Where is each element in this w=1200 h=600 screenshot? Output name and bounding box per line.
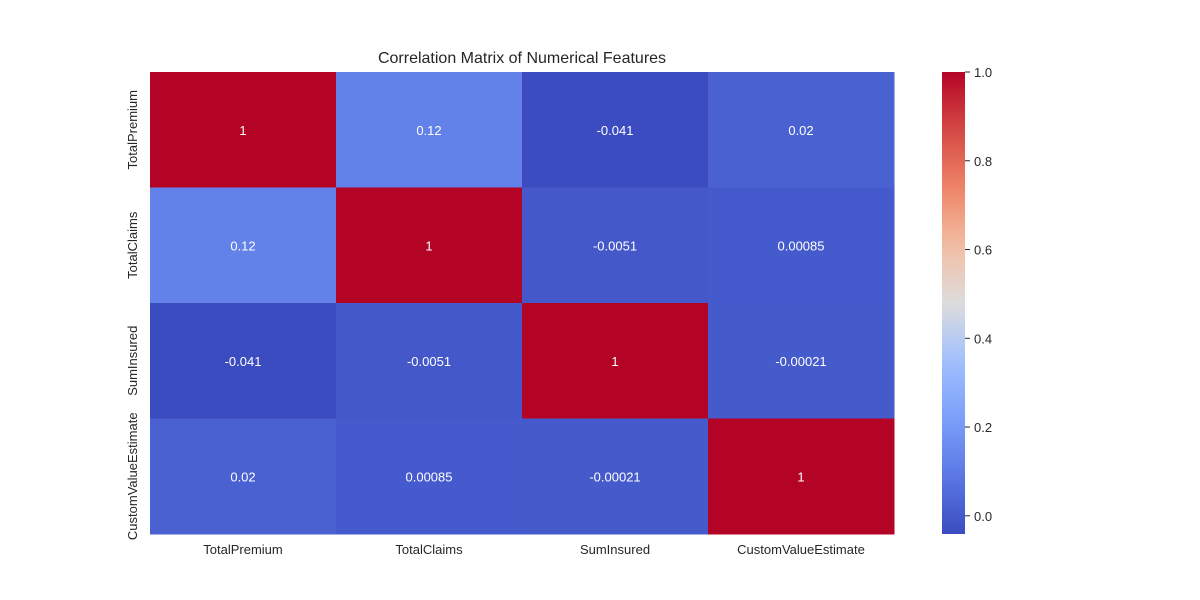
cell-annotation-0-3: 0.02 [788,123,813,138]
heatmap-cell-0-2 [522,72,709,188]
colorbar-tick-label-4: 0.8 [974,154,992,169]
cell-annotation-1-3: 0.00085 [778,238,825,253]
chart-title: Correlation Matrix of Numerical Features [378,50,666,67]
cell-annotation-1-1: 1 [425,238,432,253]
heatmap-cell-3-1 [336,418,523,535]
cell-annotation-3-0: 0.02 [230,469,255,484]
cell-annotation-3-3: 1 [797,469,804,484]
x-tick-label-1: TotalClaims [395,542,463,557]
heatmap-cell-1-2 [522,187,709,304]
cell-annotation-0-2: -0.041 [597,123,634,138]
heatmap-cell-1-3 [708,187,895,304]
heatmap-cell-2-3 [708,303,895,419]
cell-annotation-2-3: -0.00021 [775,354,826,369]
cell-annotation-0-0: 1 [239,123,246,138]
colorbar-tick-label-5: 1.0 [974,65,992,80]
cell-annotation-1-0: 0.12 [230,238,255,253]
cell-annotation-0-1: 0.12 [416,123,441,138]
heatmap-cell-2-1 [336,303,523,419]
cell-annotation-3-1: 0.00085 [406,469,453,484]
colorbar-tick-label-3: 0.6 [974,243,992,258]
cell-annotation-2-1: -0.0051 [407,354,451,369]
y-tick-label-0: TotalPremium [125,90,140,169]
heatmap-cells: 1 0.12 -0.041 0.02 0.12 1 -0.0051 0.00085 -0.041… [150,72,895,535]
heatmap-cell-0-0 [150,72,337,188]
y-tick-label-1: TotalClaims [125,211,140,279]
y-axis-ticks: TotalPremium TotalClaims SumInsured CustomV… [125,90,140,540]
heatmap-cell-3-2 [522,418,709,535]
heatmap-cell-0-1 [336,72,523,188]
heatmap-cell-2-2 [522,303,709,419]
colorbar: 0.0 0.2 0.4 0.6 0.8 1.0 [942,65,992,534]
heatmap-cell-2-0 [150,303,337,419]
cell-annotation-2-0: -0.041 [225,354,262,369]
cell-annotation-3-2: -0.00021 [589,469,640,484]
y-tick-label-2: SumInsured [125,326,140,396]
colorbar-tick-label-0: 0.0 [974,509,992,524]
y-tick-label-3: CustomValueEstimate [125,412,140,540]
x-tick-label-3: CustomValueEstimate [737,542,865,557]
heatmap-cell-3-3 [708,418,895,535]
colorbar-tick-label-2: 0.4 [974,331,992,346]
x-tick-label-2: SumInsured [580,542,650,557]
cell-annotation-2-2: 1 [611,354,618,369]
x-tick-label-0: TotalPremium [203,542,282,557]
heatmap-cell-0-3 [708,72,895,188]
colorbar-gradient [942,72,965,534]
heatmap-cell-1-1 [336,187,523,304]
heatmap-cell-3-0 [150,418,337,535]
cell-annotation-1-2: -0.0051 [593,238,637,253]
x-axis-ticks: TotalPremium TotalClaims SumInsured CustomV… [203,542,865,557]
colorbar-tick-label-1: 0.2 [974,420,992,435]
heatmap-cell-1-0 [150,187,337,304]
